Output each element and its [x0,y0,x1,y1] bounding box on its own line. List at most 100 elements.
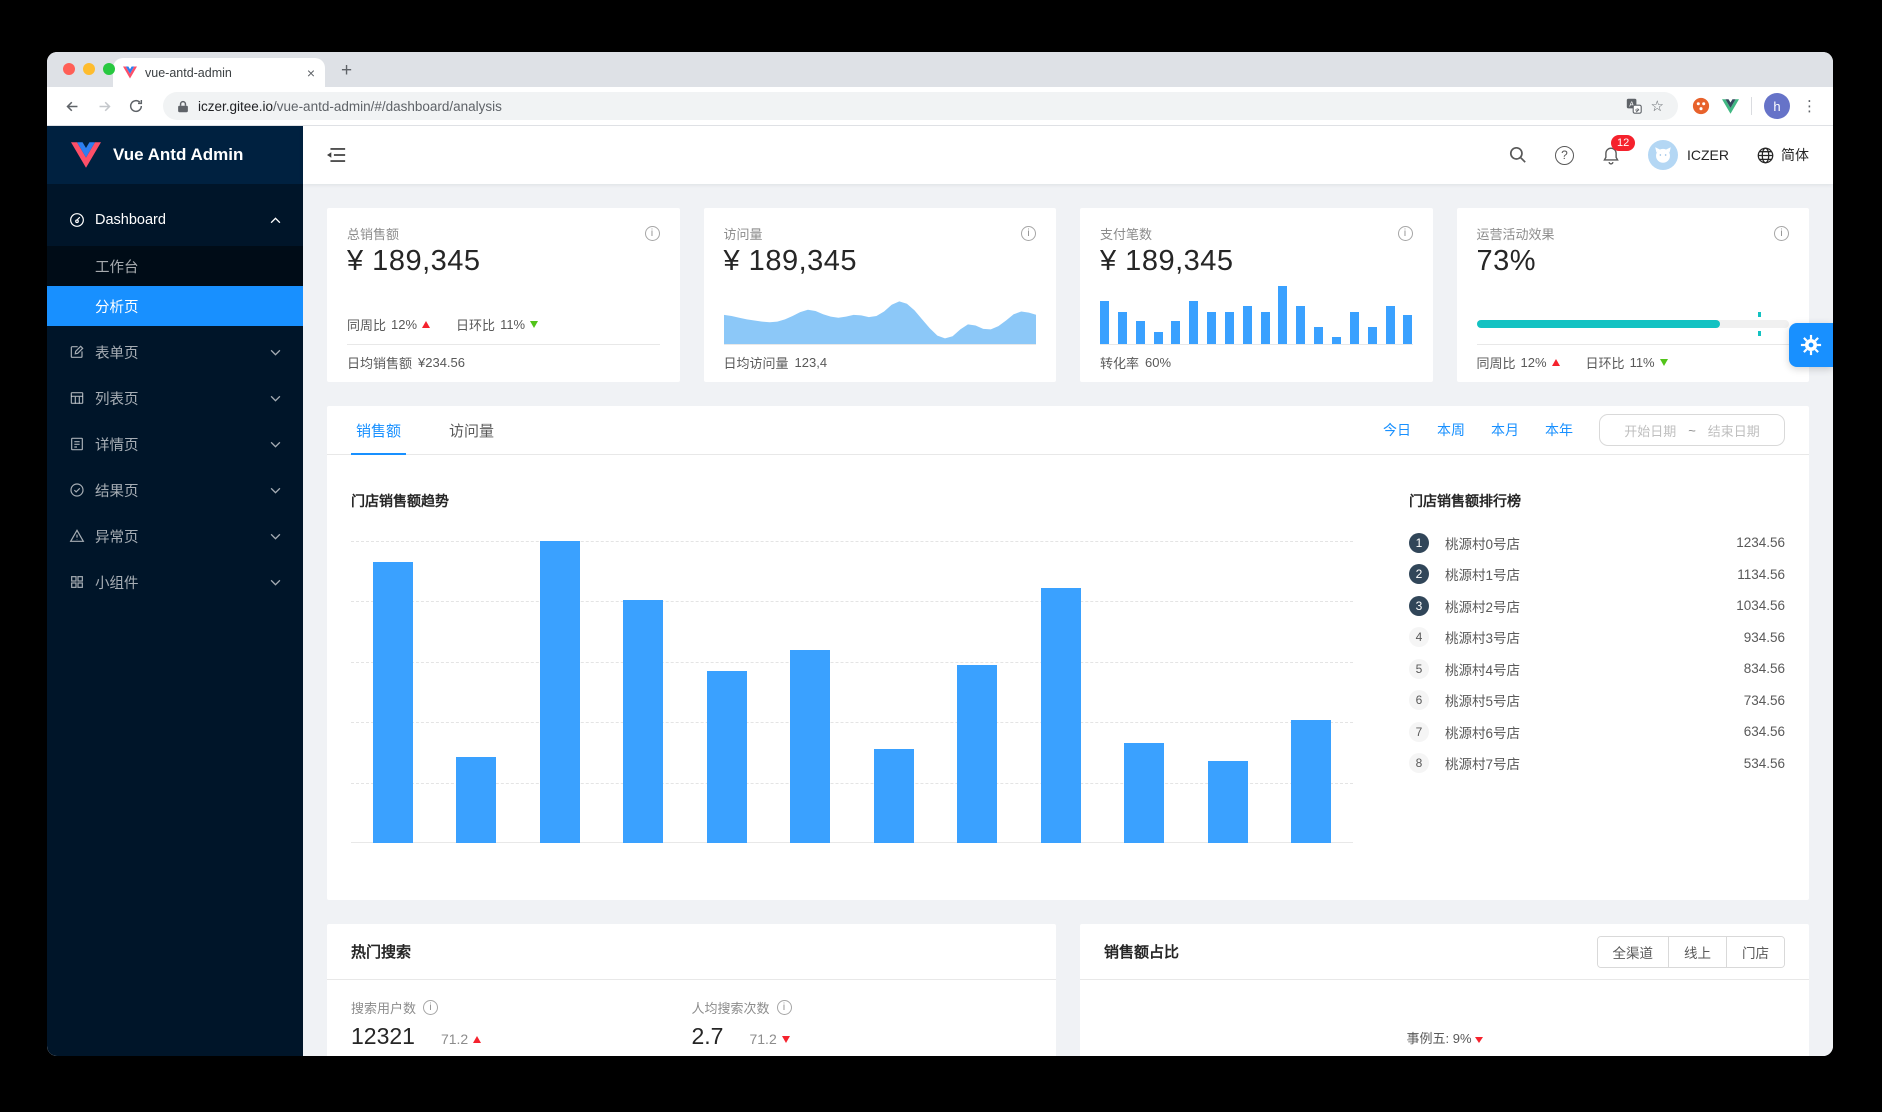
theme-settings-button[interactable] [1789,323,1833,367]
legend-marker-icon [1474,1036,1483,1043]
sales-bar [1040,587,1081,843]
reload-button[interactable] [123,93,149,119]
date-end-placeholder: 结束日期 [1707,423,1760,439]
sidebar-item-label: 分析页 [95,299,139,316]
url-bar[interactable]: iczer.gitee.io/vue-antd-admin/#/dashboar… [163,92,1678,120]
vue-logo-icon [71,142,101,168]
sidebar-item-analysis[interactable]: 分析页 [47,286,303,326]
new-tab-button[interactable]: + [341,60,353,81]
sidebar-item-label: 异常页 [95,529,139,546]
sales-bar [623,599,664,843]
sidebar-item-form[interactable]: 表单页 [47,332,303,372]
vue-extension-icon[interactable] [1722,98,1739,114]
chevron-down-icon [270,579,281,586]
card-value: ¥ 189,345 [1100,245,1234,277]
tab-visits[interactable]: 访问量 [449,422,495,440]
trend-line: 同周比 12% 日环比 11% [347,315,564,344]
date-range-links: 今日 本周 本月 本年 [1383,420,1573,440]
sales-bar [1124,743,1165,843]
back-button[interactable] [59,93,85,119]
sidebar-item-workplace[interactable]: 工作台 [47,246,303,286]
sidebar-item-dashboard[interactable]: Dashboard [47,200,303,240]
info-icon[interactable]: i [644,226,660,241]
close-window-button[interactable] [63,63,75,75]
rank-badge: 8 [1409,753,1429,774]
range-month[interactable]: 本月 [1491,422,1519,438]
ranking-row: 7 桃源村6号店 634.56 [1409,716,1785,748]
sidebar-item-widgets[interactable]: 小组件 [47,562,303,602]
info-icon[interactable]: i [1021,226,1036,241]
minimize-window-button[interactable] [83,63,95,75]
svg-text:A: A [1629,99,1634,108]
toolbar-divider [1751,97,1752,115]
maximize-window-button[interactable] [103,63,115,75]
sidebar-item-result[interactable]: 结果页 [47,470,303,510]
card-title: 访问量 [723,227,763,242]
url-text: iczer.gitee.io/vue-antd-admin/#/dashboar… [198,99,502,114]
extension-orange-icon[interactable] [1692,97,1710,115]
browser-profile-avatar[interactable]: h [1764,93,1790,119]
form-icon [69,344,85,360]
info-icon[interactable]: i [1397,226,1413,241]
globe-icon [1757,147,1774,164]
info-icon[interactable]: i [423,1000,439,1015]
x-axis-line [351,842,1353,843]
forward-button[interactable] [91,93,117,119]
channel-store-button[interactable]: 门店 [1726,936,1784,967]
sidebar-item-detail[interactable]: 详情页 [47,424,303,464]
store-name: 桃源村5号店 [1445,694,1521,710]
mini-bar [1207,312,1217,344]
url-path: /vue-antd-admin/#/dashboard/analysis [273,98,502,114]
sidebar-item-list[interactable]: 列表页 [47,378,303,418]
ranking-row: 6 桃源村5号店 734.56 [1409,685,1785,717]
search-icon[interactable] [1509,146,1527,164]
info-icon[interactable]: i [776,1000,792,1015]
card-operations: 运营活动效果 i 73% [1456,208,1809,382]
range-year[interactable]: 本年 [1545,422,1573,438]
channel-all-button[interactable]: 全渠道 [1597,936,1668,967]
date-range-picker[interactable]: 开始日期 ~ 结束日期 [1599,414,1785,446]
browser-window: vue-antd-admin × + iczer.gitee.io/vue-an… [47,52,1833,1056]
store-name: 桃源村7号店 [1445,757,1521,773]
info-icon[interactable]: i [1774,226,1789,241]
caret-down-icon [781,1035,790,1043]
card-footer-label: 转化率 [1100,356,1140,371]
tab-sales[interactable]: 销售额 [351,406,407,455]
range-today[interactable]: 今日 [1383,422,1411,438]
store-value: 634.56 [1743,724,1785,740]
range-week[interactable]: 本周 [1437,422,1465,438]
stat-sub-value: 71.2 [440,1031,469,1047]
chevron-down-icon [270,533,281,540]
notifications-bell[interactable]: 12 [1602,134,1636,165]
stat-label: 人均搜索次数 [691,1001,770,1016]
user-menu[interactable]: ICZER [1648,140,1729,170]
help-icon[interactable]: ? [1555,145,1574,165]
notification-badge: 12 [1611,134,1636,151]
language-selector[interactable]: 简体 [1757,145,1809,165]
sales-bar [1207,760,1248,843]
rank-badge: 4 [1409,627,1429,648]
hot-search-card: 热门搜索 搜索用户数 i 12321 71.2 [327,924,1056,1056]
translate-icon[interactable]: A [1626,98,1642,114]
gridline [351,722,1353,724]
trend-label: 同周比 [347,318,387,333]
sales-bar [539,541,580,843]
card-title: 运营活动效果 [1476,227,1555,242]
channel-online-button[interactable]: 线上 [1668,936,1726,967]
menu-fold-icon[interactable] [327,147,346,163]
card-value: ¥ 189,345 [347,245,481,277]
sales-overview-card: 销售额 访问量 今日 本周 本月 本年 开始日期 ~ 结束 [327,406,1809,900]
browser-tab[interactable]: vue-antd-admin × [113,58,325,87]
date-separator: ~ [1688,422,1696,438]
app-logo[interactable]: Vue Antd Admin [47,126,303,184]
sales-body: 门店销售额趋势 [327,455,1809,900]
visits-area-chart [723,301,1036,344]
bookmark-star-icon[interactable]: ☆ [1650,98,1664,115]
sales-bar [957,664,998,843]
channel-button-group: 全渠道 线上 门店 [1596,935,1785,968]
browser-menu-icon[interactable]: ⋮ [1802,98,1817,115]
sidebar-item-exception[interactable]: 异常页 [47,516,303,556]
close-tab-icon[interactable]: × [306,64,315,81]
user-avatar [1648,140,1678,170]
store-name: 桃源村3号店 [1445,631,1521,647]
